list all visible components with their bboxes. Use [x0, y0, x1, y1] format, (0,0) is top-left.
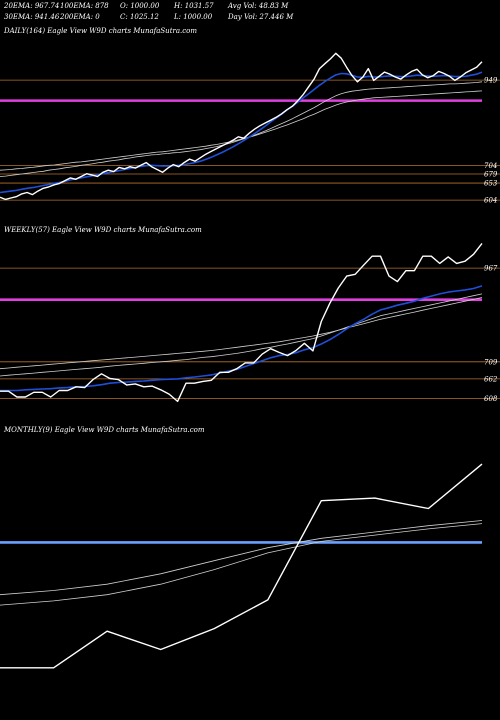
weekly-panel: WEEKLY(57) Eagle View W9D charts MunafaS…	[0, 226, 500, 403]
daily-title: DAILY(164) Eagle View W9D charts MunafaS…	[3, 27, 197, 35]
daily-series-ema-slow-1	[0, 81, 483, 177]
weekly-series-ema-slow-2	[0, 297, 483, 370]
daily-level-label-949: 949	[484, 77, 498, 85]
daily-series-ema-slow-2	[0, 90, 483, 171]
header-avg-vol: Avg Vol: 48.83 M	[227, 2, 289, 10]
weekly-level-label-662: 662	[484, 375, 498, 383]
monthly-title: MONTHLY(9) Eagle View W9D charts MunafaS…	[3, 426, 205, 434]
daily-panel: DAILY(164) Eagle View W9D charts MunafaS…	[0, 27, 500, 205]
monthly-series-price	[0, 463, 483, 669]
weekly-level-label-608: 608	[484, 395, 498, 403]
weekly-level-label-709: 709	[484, 358, 498, 366]
weekly-level-label-967: 967	[484, 265, 498, 273]
daily-series-price	[0, 52, 483, 201]
weekly-series-ema-fast	[0, 285, 483, 392]
daily-level-label-604: 604	[484, 197, 497, 205]
daily-series-ema-fast	[0, 71, 483, 194]
monthly-series-ema-slow-2	[0, 523, 483, 606]
header-stats: 20EMA: 967.74 100EMA: 878 O: 1000.00 H: …	[3, 2, 294, 21]
header-ema100: 100EMA: 878	[60, 2, 109, 10]
daily-level-label-704: 704	[484, 162, 497, 170]
monthly-series-ema-slow-1	[0, 520, 483, 596]
weekly-series-ema-slow-1	[0, 293, 483, 377]
header-close: C: 1025.12	[120, 13, 159, 21]
daily-level-label-679: 679	[484, 171, 498, 179]
weekly-title: WEEKLY(57) Eagle View W9D charts MunafaS…	[4, 226, 202, 234]
header-open: O: 1000.00	[120, 2, 160, 10]
header-low: L: 1000.00	[173, 13, 213, 21]
header-high: H: 1031.57	[173, 2, 214, 10]
chart-panels: DAILY(164) Eagle View W9D charts MunafaS…	[0, 27, 500, 669]
weekly-series-price	[0, 242, 483, 403]
daily-level-label-653: 653	[484, 180, 498, 188]
header-day-vol: Day Vol: 27.446 M	[227, 13, 294, 21]
header-ema200: 200EMA: 0	[59, 13, 100, 21]
header-ema20: 20EMA: 967.74	[3, 2, 59, 10]
header-ema30: 30EMA: 941.46	[4, 13, 60, 21]
monthly-panel: MONTHLY(9) Eagle View W9D charts MunafaS…	[0, 426, 483, 669]
